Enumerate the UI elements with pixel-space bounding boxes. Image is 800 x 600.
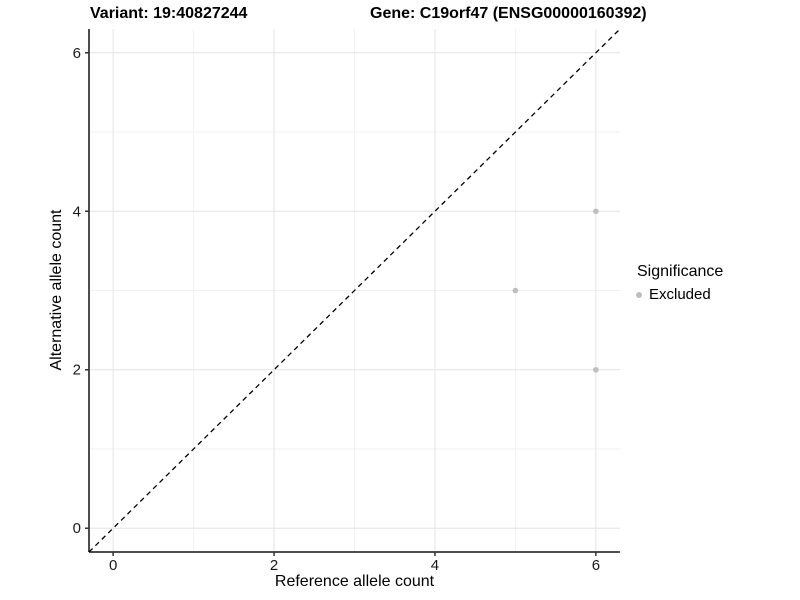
y-tick-label: 6 xyxy=(73,45,81,62)
x-tick-label: 2 xyxy=(270,557,278,574)
gene-title: Gene: C19orf47 (ENSG00000160392) xyxy=(370,5,647,22)
data-point xyxy=(593,208,599,215)
legend-item: Excluded xyxy=(632,286,723,303)
x-axis-title: Reference allele count xyxy=(274,573,435,590)
legend: Significance Excluded xyxy=(632,263,723,303)
point-icon xyxy=(636,291,642,298)
y-tick-label: 4 xyxy=(73,203,81,220)
variant-title: Variant: 19:40827244 xyxy=(90,5,248,22)
x-tick-label: 6 xyxy=(592,557,600,574)
y-axis-title: Alternative allele count xyxy=(48,209,65,371)
legend-item-label: Excluded xyxy=(649,286,711,303)
y-tick-label: 0 xyxy=(73,520,81,537)
data-point xyxy=(593,366,599,373)
legend-title: Significance xyxy=(637,263,724,280)
legend-point-icon xyxy=(632,288,646,302)
x-tick-label: 0 xyxy=(109,557,117,574)
legend-items: Excluded xyxy=(632,286,723,303)
identity-dashed-line xyxy=(88,28,621,553)
x-tick-label: 4 xyxy=(431,557,439,574)
y-tick-label: 2 xyxy=(73,362,81,379)
data-point xyxy=(512,287,519,294)
